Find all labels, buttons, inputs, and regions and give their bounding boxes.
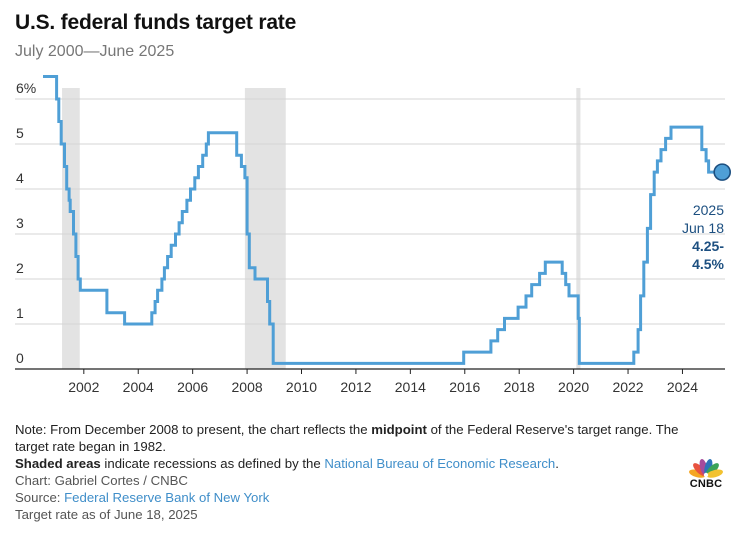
recession-band-3 — [576, 88, 581, 369]
recession-bands — [62, 88, 581, 369]
y-tick-label-5: 5 — [16, 125, 24, 141]
recession-note: Shaded areas indicate recessions as defi… — [15, 456, 559, 471]
peacock-feather-6 — [706, 469, 723, 478]
x-tick-label-2010: 2010 — [286, 379, 317, 395]
x-tick-label-2014: 2014 — [395, 379, 426, 395]
y-tick-label-0: 0 — [16, 350, 24, 366]
annotation-line3: 4.25- — [692, 238, 724, 254]
latest-value-annotation: 2025 Jun 18 4.25- 4.5% — [682, 163, 731, 272]
chart-title: U.S. federal funds target rate — [15, 11, 297, 34]
source-line: Source: Federal Reserve Bank of New York — [15, 490, 270, 505]
recession-band-1 — [62, 88, 80, 369]
y-tick-label-3: 3 — [16, 215, 24, 231]
chart-notes: Note: From December 2008 to present, the… — [15, 421, 715, 523]
y-tick-label-1: 1 — [16, 305, 24, 321]
y-tick-label-6: 6% — [16, 80, 36, 96]
x-tick-label-2012: 2012 — [340, 379, 371, 395]
x-tick-label-2018: 2018 — [504, 379, 535, 395]
rate-line — [43, 75, 723, 365]
y-axis-ticks: 0 1 2 3 4 5 6% — [16, 80, 36, 366]
x-tick-label-2002: 2002 — [68, 379, 99, 395]
latest-point-marker — [713, 163, 731, 181]
x-tick-label-2024: 2024 — [667, 379, 698, 395]
chart-credit: Chart: Gabriel Cortes / CNBC — [15, 473, 188, 488]
annotation-line1: 2025 — [693, 202, 724, 218]
x-tick-label-2016: 2016 — [449, 379, 480, 395]
x-tick-label-2022: 2022 — [612, 379, 643, 395]
annotation-line2: Jun 18 — [682, 220, 724, 236]
cnbc-logo: CNBC — [683, 457, 729, 493]
note-paragraph: Note: From December 2008 to present, the… — [15, 422, 679, 454]
nber-link[interactable]: National Bureau of Economic Research — [324, 456, 556, 471]
annotation-line4: 4.5% — [692, 256, 724, 272]
peacock-body — [703, 472, 709, 478]
x-tick-label-2004: 2004 — [123, 379, 154, 395]
line-chart: 0 1 2 3 4 5 6% 2002 2004 2006 2008 2010 2012 2014 201… — [15, 75, 731, 395]
chart-subtitle: July 2000—June 2025 — [15, 43, 175, 60]
y-tick-label-4: 4 — [16, 170, 24, 186]
as-of-date: Target rate as of June 18, 2025 — [15, 507, 198, 522]
recession-band-2 — [244, 88, 286, 369]
x-tick-label-2006: 2006 — [177, 379, 208, 395]
logo-wordmark: CNBC — [689, 478, 723, 490]
y-tick-label-2: 2 — [16, 260, 24, 276]
source-link[interactable]: Federal Reserve Bank of New York — [64, 490, 270, 505]
x-tick-label-2008: 2008 — [232, 379, 263, 395]
x-axis-ticks: 2002 2004 2006 2008 2010 2012 2014 2016 2018 2020… — [68, 369, 698, 395]
gridlines — [15, 98, 725, 325]
x-tick-label-2020: 2020 — [558, 379, 589, 395]
peacock-icon — [689, 459, 723, 478]
